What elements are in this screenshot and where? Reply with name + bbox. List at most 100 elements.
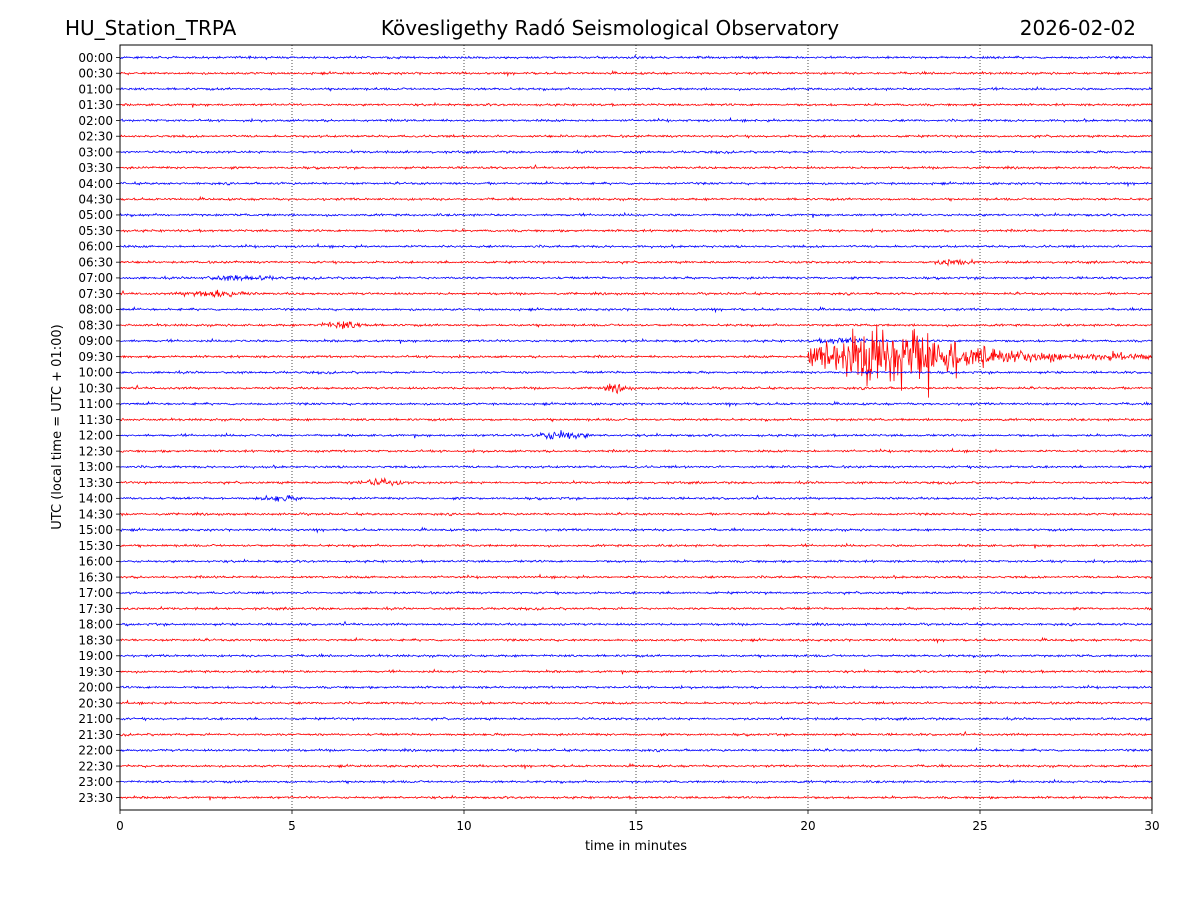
trace-1600 <box>120 558 1152 564</box>
trace-1800 <box>120 620 1152 628</box>
station-name: HU_Station_TRPA <box>65 16 237 40</box>
y-tick-label: 14:00 <box>78 492 113 506</box>
x-tick-label: 15 <box>628 819 643 833</box>
y-tick-label: 07:30 <box>78 287 113 301</box>
trace-1030 <box>120 383 1152 395</box>
trace-0230 <box>120 133 1152 139</box>
y-tick-label: 19:00 <box>78 649 113 663</box>
y-tick-label: 01:30 <box>78 98 113 112</box>
trace-1900 <box>120 652 1152 659</box>
trace-0700 <box>120 274 1152 282</box>
y-tick-label: 00:30 <box>78 67 113 81</box>
trace-0530 <box>120 227 1152 234</box>
plot-date: 2026-02-02 <box>1019 16 1136 40</box>
y-tick-label: 00:00 <box>78 51 113 65</box>
x-tick-label: 0 <box>116 819 124 833</box>
y-tick-label: 04:30 <box>78 193 113 207</box>
y-tick-label: 13:30 <box>78 476 113 490</box>
y-tick-label: 12:00 <box>78 429 113 443</box>
y-tick-label: 22:00 <box>78 744 113 758</box>
trace-1700 <box>120 590 1152 596</box>
seismic-traces <box>120 54 1152 801</box>
y-tick-label: 07:00 <box>78 271 113 285</box>
x-tick-label: 5 <box>288 819 296 833</box>
y-tick-label: 02:00 <box>78 114 113 128</box>
trace-0330 <box>120 163 1152 171</box>
observatory-title: Kövesligethy Radó Seismological Observat… <box>380 16 840 40</box>
trace-0600 <box>120 242 1152 249</box>
trace-0630 <box>120 258 1152 267</box>
y-tick-label: 15:30 <box>78 539 113 553</box>
y-tick-label: 14:30 <box>78 507 113 521</box>
y-tick-label: 08:30 <box>78 318 113 332</box>
trace-1330 <box>120 477 1152 487</box>
y-tick-label: 19:30 <box>78 665 113 679</box>
trace-2100 <box>120 715 1152 722</box>
trace-0930 <box>120 324 1152 398</box>
y-tick-label: 22:30 <box>78 759 113 773</box>
y-tick-label: 17:30 <box>78 602 113 616</box>
trace-2330 <box>120 794 1152 801</box>
y-tick-label: 01:00 <box>78 82 113 96</box>
trace-1830 <box>120 636 1152 644</box>
trace-0730 <box>120 289 1152 299</box>
trace-0000 <box>120 54 1152 61</box>
y-tick-label: 17:00 <box>78 586 113 600</box>
y-tick-label: 06:00 <box>78 240 113 254</box>
trace-1500 <box>120 526 1152 534</box>
trace-2130 <box>120 730 1152 738</box>
trace-0030 <box>120 69 1152 78</box>
trace-1130 <box>120 417 1152 423</box>
trace-0830 <box>120 320 1152 330</box>
trace-1000 <box>120 369 1152 376</box>
trace-0800 <box>120 305 1152 314</box>
trace-0900 <box>120 336 1152 345</box>
y-tick-label: 11:30 <box>78 413 113 427</box>
x-tick-label: 30 <box>1144 819 1159 833</box>
y-tick-label: 18:00 <box>78 618 113 632</box>
y-tick-label: 23:00 <box>78 775 113 789</box>
trace-0430 <box>120 195 1152 203</box>
y-tick-label: 09:30 <box>78 350 113 364</box>
trace-0130 <box>120 101 1152 108</box>
y-tick-label: 10:00 <box>78 366 113 380</box>
vertical-gridlines <box>291 45 981 810</box>
y-tick-label: 23:30 <box>78 791 113 805</box>
trace-1200 <box>120 430 1152 441</box>
x-axis: 0 5 10 15 20 25 30 <box>116 810 1160 833</box>
y-tick-label: 04:00 <box>78 177 113 191</box>
x-tick-label: 20 <box>800 819 815 833</box>
trace-1530 <box>120 542 1152 549</box>
y-tick-label: 12:30 <box>78 444 113 458</box>
trace-1400 <box>120 494 1152 502</box>
trace-0200 <box>120 116 1152 123</box>
y-tick-label: 13:00 <box>78 460 113 474</box>
y-tick-label: 11:00 <box>78 397 113 411</box>
y-tick-label: 16:30 <box>78 570 113 584</box>
y-tick-label: 21:30 <box>78 728 113 742</box>
y-tick-label: 03:30 <box>78 161 113 175</box>
trace-1300 <box>120 464 1152 470</box>
x-tick-label: 10 <box>456 819 471 833</box>
trace-1730 <box>120 605 1152 612</box>
trace-2000 <box>120 684 1152 690</box>
y-tick-label: 16:00 <box>78 555 113 569</box>
y-tick-label: 15:00 <box>78 523 113 537</box>
y-tick-label: 20:00 <box>78 681 113 695</box>
trace-2300 <box>120 778 1152 785</box>
trace-1100 <box>120 400 1152 408</box>
y-tick-label: 08:00 <box>78 303 113 317</box>
trace-2200 <box>120 747 1152 753</box>
y-axis-label: UTC (local time = UTC + 01:00) <box>50 324 65 529</box>
trace-0400 <box>120 180 1152 188</box>
y-tick-label: 05:00 <box>78 208 113 222</box>
y-tick-label: 20:30 <box>78 696 113 710</box>
trace-2230 <box>120 762 1152 770</box>
x-axis-label: time in minutes <box>585 839 687 854</box>
y-tick-label: 05:30 <box>78 224 113 238</box>
y-tick-label: 18:30 <box>78 633 113 647</box>
trace-1630 <box>120 573 1152 580</box>
trace-0100 <box>120 85 1152 92</box>
